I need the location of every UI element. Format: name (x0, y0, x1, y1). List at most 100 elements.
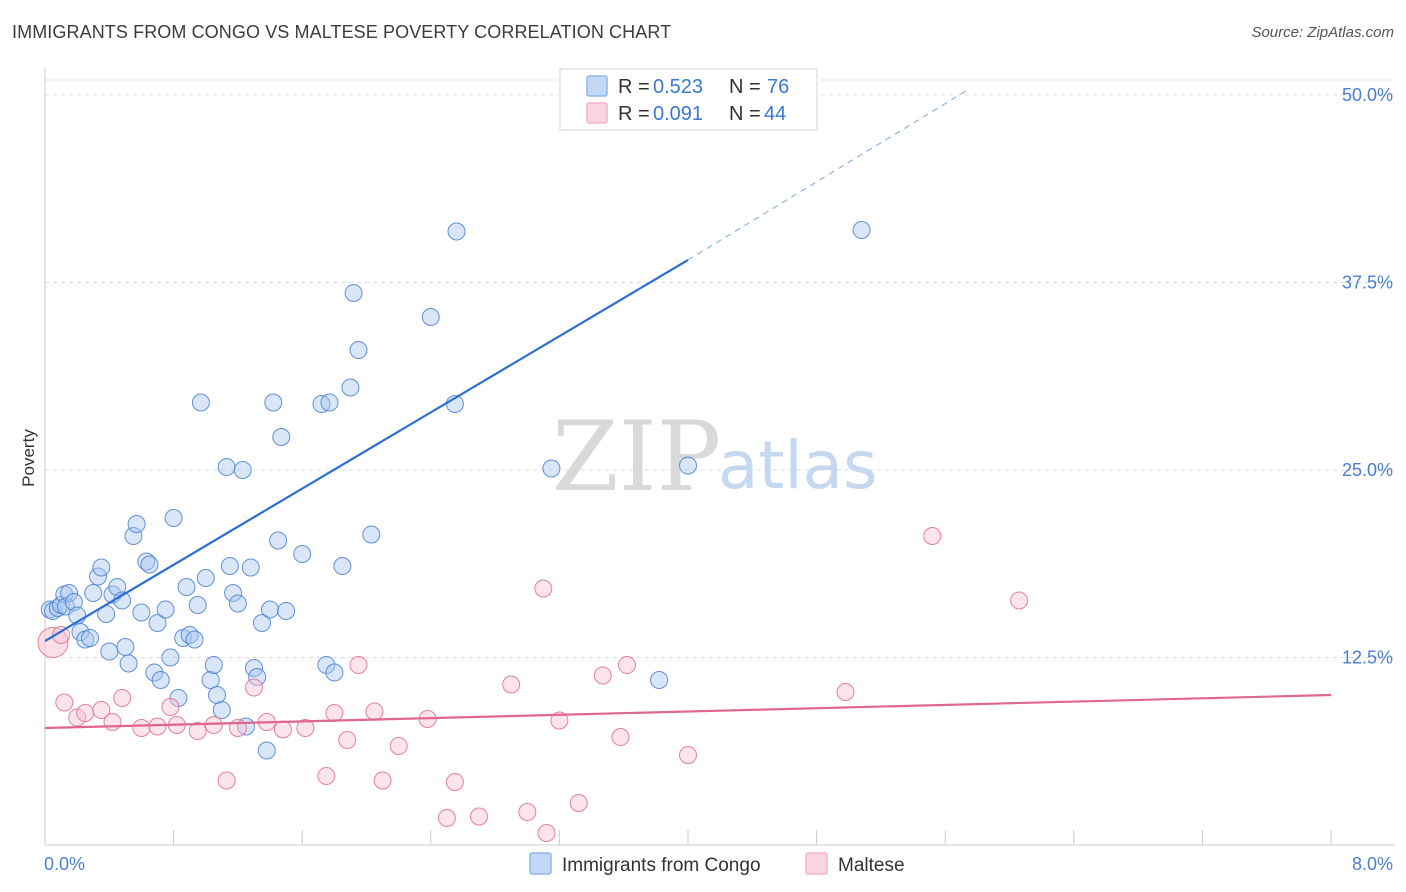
point-congo-38 (188, 596, 207, 614)
source-label: Source: ZipAtlas.com (1251, 24, 1394, 41)
point-maltese-14 (217, 771, 236, 790)
point-maltese-19 (296, 719, 315, 737)
point-congo-18 (108, 578, 127, 596)
point-maltese-7 (113, 689, 132, 707)
point-congo-11 (81, 629, 99, 647)
y-tick-label-3: 50.0% (1342, 85, 1393, 105)
axes (44, 68, 1395, 846)
point-maltese-28 (437, 809, 456, 827)
point-congo-14 (92, 558, 111, 577)
point-maltese-26 (389, 737, 408, 755)
point-maltese-6 (103, 713, 122, 731)
legend-n-value-congo: 76 (767, 76, 789, 98)
point-maltese-9 (148, 717, 167, 736)
point-maltese-10 (161, 698, 180, 716)
point-maltese-8 (132, 719, 151, 737)
point-congo-41 (201, 671, 220, 689)
point-congo-43 (208, 686, 226, 704)
point-congo-47 (224, 584, 243, 602)
point-congo-66 (333, 557, 352, 575)
point-congo-27 (145, 663, 164, 682)
point-congo-39 (191, 393, 210, 412)
point-congo-44 (212, 701, 231, 719)
watermark-zip: ZIP (552, 401, 721, 513)
point-maltese-31 (502, 675, 521, 694)
series-maltese-points (37, 527, 1029, 842)
point-congo-55 (257, 741, 276, 760)
point-congo-48 (228, 594, 247, 613)
point-maltese-43 (1010, 591, 1029, 610)
bottom-legend-swatch-congo (529, 852, 552, 875)
legend-r-value-maltese: 0.091 (653, 103, 703, 125)
point-maltese-13 (204, 716, 223, 734)
point-congo-53 (248, 668, 267, 686)
point-maltese-5 (92, 701, 111, 719)
series-congo-points (40, 221, 871, 760)
point-congo-32 (164, 509, 183, 527)
point-congo-46 (220, 557, 239, 575)
point-congo-71 (421, 308, 440, 326)
point-congo-77 (852, 221, 871, 239)
point-congo-68 (344, 284, 363, 302)
point-congo-65 (325, 663, 344, 682)
point-maltese-41 (836, 683, 855, 701)
point-maltese-20 (317, 767, 336, 785)
legend-n-label-maltese: N = (729, 103, 761, 125)
point-maltese-4 (76, 704, 95, 722)
legend-r-label-maltese: R = (618, 103, 650, 125)
bottom-legend-swatch-maltese (805, 852, 828, 875)
point-maltese-32 (518, 803, 537, 821)
stats-legend: R = 0.523 N = 76 R = 0.091 N = 44 (559, 68, 818, 131)
point-maltese-16 (245, 678, 263, 697)
y-tick-label-0: 12.5% (1342, 648, 1393, 668)
point-congo-7 (64, 593, 83, 611)
y-tick-label-2: 37.5% (1342, 273, 1393, 293)
point-maltese-39 (617, 656, 636, 674)
point-congo-76 (542, 459, 561, 478)
point-maltese-36 (569, 794, 588, 812)
legend-r-label-congo: R = (618, 76, 650, 98)
point-congo-58 (269, 531, 288, 550)
point-congo-21 (119, 654, 138, 673)
point-congo-64 (320, 393, 339, 412)
chart-title: IMMIGRANTS FROM CONGO VS MALTESE POVERTY… (12, 22, 672, 42)
point-congo-59 (272, 428, 291, 446)
point-congo-29 (151, 671, 170, 689)
point-congo-69 (349, 341, 368, 359)
point-congo-6 (60, 584, 79, 602)
watermark-atlas: atlas (718, 427, 878, 504)
point-congo-56 (261, 600, 279, 619)
point-maltese-40 (679, 746, 697, 764)
point-maltese-35 (550, 711, 569, 730)
x-tick-labels: 0.0% 8.0% (44, 854, 1393, 874)
point-congo-67 (341, 378, 360, 397)
point-maltese-12 (188, 722, 207, 740)
point-maltese-22 (338, 731, 357, 749)
y-tick-labels: 12.5% 25.0% 37.5% 50.0% (1342, 85, 1393, 668)
bottom-legend-label-congo: Immigrants from Congo (562, 855, 761, 876)
point-congo-23 (127, 515, 146, 533)
point-congo-37 (185, 630, 204, 649)
x-tick-label-0: 0.0% (44, 854, 85, 874)
trend-line-maltese (44, 693, 1332, 730)
point-congo-45 (217, 458, 236, 476)
point-maltese-1 (52, 626, 71, 644)
point-maltese-24 (365, 702, 384, 721)
point-maltese-0 (37, 627, 69, 658)
point-congo-31 (161, 648, 180, 667)
series-legend: Immigrants from Congo Maltese (529, 852, 905, 876)
point-maltese-29 (445, 773, 464, 791)
point-maltese-25 (373, 771, 392, 790)
point-congo-57 (264, 393, 283, 412)
point-congo-72 (447, 222, 466, 241)
legend-swatch-maltese (586, 102, 608, 124)
point-congo-54 (253, 614, 271, 632)
point-maltese-34 (537, 824, 556, 842)
point-congo-51 (241, 558, 260, 577)
point-maltese-33 (534, 579, 553, 598)
point-congo-24 (132, 603, 151, 622)
point-congo-60 (277, 602, 296, 620)
point-congo-35 (177, 578, 196, 596)
point-congo-40 (196, 569, 215, 587)
